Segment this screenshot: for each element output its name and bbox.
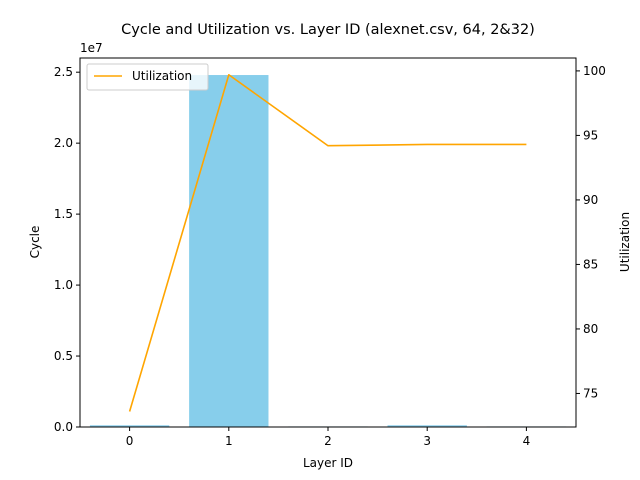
left-tick-label: 0.5 xyxy=(54,349,73,363)
plot-frame xyxy=(79,57,577,428)
left-tick-label: 2.0 xyxy=(54,136,73,150)
legend: Utilization xyxy=(86,63,209,91)
left-tick-label: 0.0 xyxy=(54,420,73,434)
right-tick-label: 80 xyxy=(583,322,598,336)
line-layer xyxy=(128,73,527,412)
left-axis-label: Cycle xyxy=(28,226,42,259)
series-line-utilization xyxy=(128,73,527,412)
left-axis-ticks: 0.0 0.5 1.0 1.5 2.0 2.5 xyxy=(54,65,80,434)
x-axis-label: Layer ID xyxy=(303,456,353,470)
bars-layer xyxy=(89,75,567,428)
x-axis-ticks: 0 1 2 3 4 xyxy=(126,427,530,448)
bar-layer-0 xyxy=(89,425,170,427)
right-tick-label: 75 xyxy=(583,386,598,400)
right-tick-label: 95 xyxy=(583,128,598,142)
left-tick-label: 1.0 xyxy=(54,278,73,292)
right-axis-ticks: 75 80 85 90 95 100 xyxy=(576,64,606,400)
x-tick-label: 2 xyxy=(324,434,332,448)
right-tick-label: 85 xyxy=(583,257,598,271)
right-tick-label: 90 xyxy=(583,193,598,207)
chart-title: Cycle and Utilization vs. Layer ID (alex… xyxy=(121,22,535,38)
bar-layer-3 xyxy=(387,425,467,427)
left-axis-exponent: 1e7 xyxy=(80,41,103,55)
legend-label-utilization: Utilization xyxy=(132,69,192,83)
right-axis-label: Utilization xyxy=(618,212,632,272)
right-tick-label: 100 xyxy=(583,64,606,78)
bar-layer-1 xyxy=(189,75,269,427)
x-tick-label: 1 xyxy=(225,434,233,448)
x-tick-label: 0 xyxy=(126,434,134,448)
legend-box xyxy=(86,63,209,91)
x-tick-label: 3 xyxy=(423,434,431,448)
left-tick-label: 2.5 xyxy=(54,65,73,79)
plot-area-border xyxy=(79,57,577,428)
x-tick-label: 4 xyxy=(523,434,531,448)
left-tick-label: 1.5 xyxy=(54,207,73,221)
